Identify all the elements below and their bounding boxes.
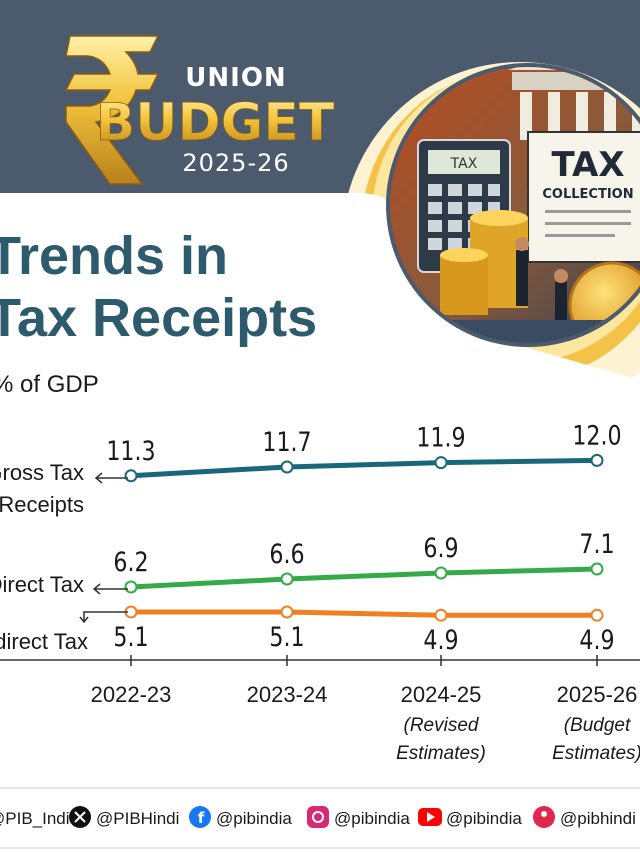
facebook-icon-glyph: f: [198, 809, 205, 827]
data-label: 5.1: [269, 621, 304, 653]
x-tick-note: (Revised: [404, 715, 480, 736]
x-tick-label: 2024-25: [401, 682, 482, 707]
data-point: [280, 460, 294, 474]
data-point: [124, 469, 138, 483]
data-point: [590, 608, 604, 622]
data-label: 7.1: [579, 528, 614, 560]
instagram-icon: [307, 806, 329, 828]
data-point: [124, 580, 138, 594]
kooapp-icon-dot: [541, 811, 547, 817]
data-point: [590, 453, 604, 467]
logo-budget-text: BUDGET: [96, 93, 335, 153]
footer-handle-text: @pibhindi: [560, 809, 636, 828]
data-label: 4.9: [423, 624, 458, 656]
series-line: [128, 457, 600, 479]
rupee-icon: [64, 35, 160, 185]
sign-collection-text: COLLECTION: [542, 187, 633, 202]
series-label: Indirect Tax: [0, 629, 88, 654]
logo-year-text: 2025-26: [182, 149, 289, 177]
data-point: [280, 605, 294, 619]
instagram-icon-bg: [307, 806, 329, 828]
x-tick-note: Estimates): [552, 743, 640, 764]
data-label: 6.2: [113, 546, 148, 578]
data-point: [434, 566, 448, 580]
x-icon: [69, 806, 91, 828]
footer-handle-text: @PIBHindi: [96, 809, 179, 828]
data-label: 6.6: [269, 538, 304, 570]
series-arrow: [94, 472, 128, 484]
series-arrow: [79, 611, 128, 624]
youtube-icon: [418, 808, 442, 826]
series-line: [128, 566, 600, 590]
x-icon-mark: [74, 811, 86, 823]
x-tick-label: 2025-26: [557, 682, 638, 707]
data-label: 6.9: [423, 532, 458, 564]
headline-line-1: Trends in: [0, 226, 228, 286]
series-arrow: [92, 583, 128, 595]
facebook-icon: f: [189, 806, 211, 828]
footer-handle-text: @pibindia: [216, 809, 292, 828]
x-tick-note: (Budget: [564, 715, 631, 736]
data-point: [280, 572, 294, 586]
calculator-tax-text: TAX: [450, 156, 478, 172]
footer-handle-text: @pibindia: [334, 809, 410, 828]
data-label: 4.9: [579, 624, 614, 656]
series-line: [128, 609, 600, 618]
x-tick-note: Estimates): [396, 743, 486, 764]
series-label: Direct Tax: [0, 572, 84, 597]
data-label: 11.3: [106, 435, 155, 467]
sign-tax-text: TAX: [551, 145, 624, 185]
headline-line-2: Tax Receipts: [0, 288, 317, 348]
data-point: [434, 456, 448, 470]
y-axis-label: % of GDP: [0, 371, 99, 398]
logo-union-text: UNION: [185, 63, 286, 93]
data-point: [434, 608, 448, 622]
footer-handle-text: @pibindia: [446, 809, 522, 828]
instagram-icon-lens: [312, 811, 324, 823]
white-panel: [0, 193, 640, 853]
footer-handle-text: @PIB_India: [0, 809, 80, 828]
kooapp-icon: [533, 806, 555, 828]
tax-collection-illustration: TAX COLLECTION TAX: [386, 63, 640, 347]
facebook-icon-bg: [189, 806, 211, 828]
data-label: 5.1: [113, 621, 148, 653]
youtube-icon-play: [427, 812, 435, 822]
chart-plot-area: 2022-23 2023-24 2024-25 (Revised Estimates) 2…: [0, 419, 640, 764]
union-budget-logo: UNION BUDGET 2025-26: [64, 35, 335, 185]
data-label: 12.0: [572, 419, 621, 451]
data-label: 11.9: [416, 421, 465, 453]
x-tick-label: 2022-23: [91, 682, 172, 707]
x-tick-label: 2023-24: [247, 682, 328, 707]
series-label: Gross Tax: [0, 460, 84, 485]
data-label: 11.7: [262, 426, 311, 458]
social-footer: @PIB_India @PIBHindi f @pibindia @pibindia @p…: [0, 806, 636, 828]
data-point: [590, 562, 604, 576]
series-label: Receipts: [0, 492, 84, 517]
